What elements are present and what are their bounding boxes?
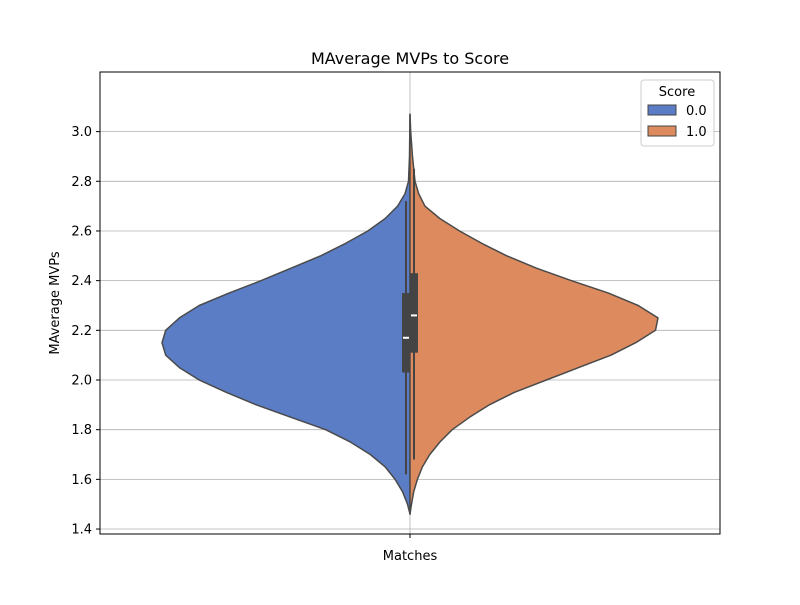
y-axis-label: MAverage MVPs [48,251,63,354]
violin-layer [161,113,659,515]
legend-title: Score [659,85,695,100]
y-tick-label: 3.0 [71,125,92,140]
axis-layer: 1.4 1.6 1.8 2.0 2.2 2.4 2.6 2.8 3.0 Matches [71,125,437,564]
x-tick-label: Matches [383,549,438,564]
violin-half-0 [161,113,411,515]
y-tick-label: 1.6 [71,473,92,488]
chart-title: MAverage MVPs to Score [311,49,509,68]
y-tick-label: 2.4 [71,274,92,289]
y-tick-label: 1.4 [71,523,92,538]
legend-swatch-0 [647,104,677,116]
box-iqr-1 [410,273,418,353]
y-tick-label: 2.2 [71,324,92,339]
y-tick-label: 2.6 [71,224,92,239]
y-tick-label: 1.8 [71,423,92,438]
box-iqr-0 [402,293,410,373]
legend-swatch-1 [647,125,677,137]
box-layer [402,168,418,475]
legend-entry-0: 0.0 [686,104,707,119]
violin-half-1 [409,113,659,515]
legend-entry-1: 1.0 [686,125,707,140]
legend: Score 0.0 1.0 [640,79,715,147]
y-tick-label: 2.0 [71,374,92,389]
y-tick-label: 2.8 [71,175,92,190]
